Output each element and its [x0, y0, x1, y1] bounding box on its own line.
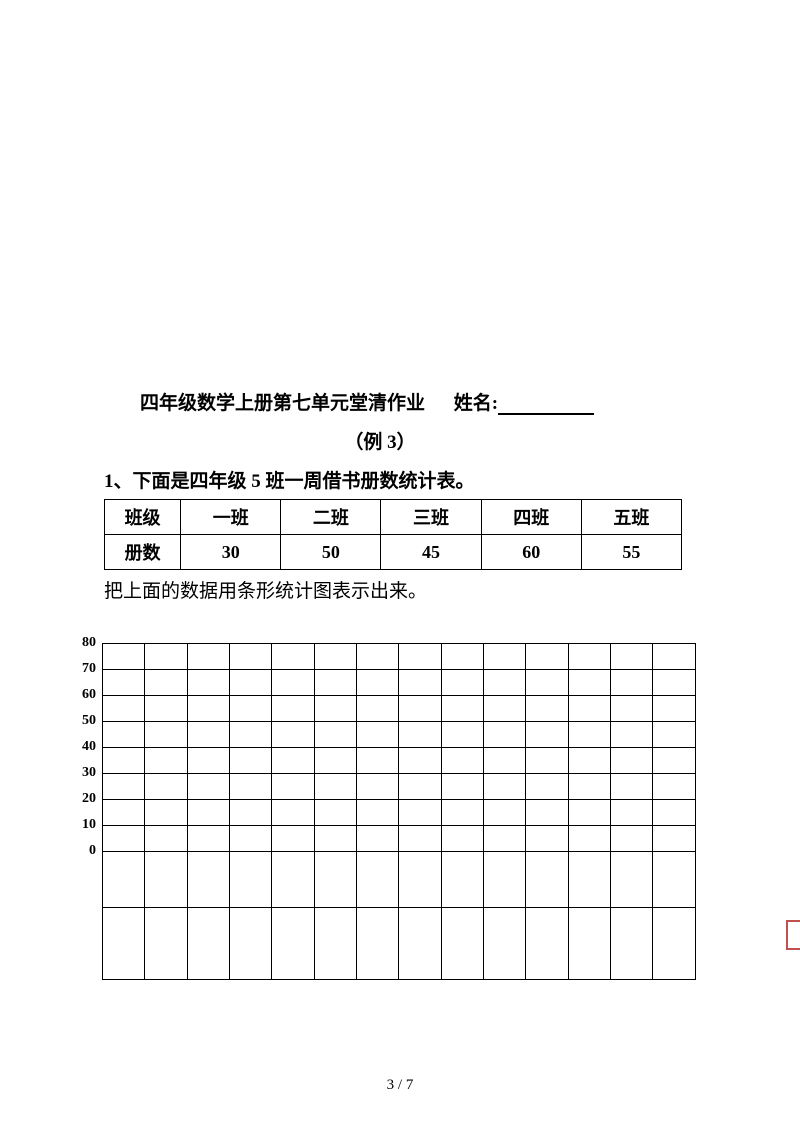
header-row-label: 班级	[105, 500, 181, 535]
grid-row	[103, 696, 696, 722]
table-data-cell: 45	[381, 535, 481, 570]
grid-row	[103, 826, 696, 852]
y-label: 20	[66, 790, 96, 816]
data-table: 班级 一班 二班 三班 四班 五班 册数 30 50 45 60 55	[104, 499, 682, 570]
table-data-row: 册数 30 50 45 60 55	[105, 535, 682, 570]
table-header-cell: 一班	[181, 500, 281, 535]
page-number: 3 / 7	[0, 1077, 800, 1094]
instruction: 把上面的数据用条形统计图表示出来。	[104, 576, 696, 603]
question-number: 1、	[104, 471, 133, 492]
grid-row	[103, 800, 696, 826]
y-label: 10	[66, 816, 96, 842]
table-data-cell: 60	[481, 535, 581, 570]
y-label: 70	[66, 660, 96, 686]
grid-row	[103, 644, 696, 670]
question-1: 1、下面是四年级 5 班一周借书册数统计表。	[104, 466, 696, 493]
name-label: 姓名:	[454, 393, 498, 414]
table-header-cell: 四班	[481, 500, 581, 535]
table-header-cell: 五班	[581, 500, 681, 535]
y-label: 80	[66, 634, 96, 660]
question-text: 下面是四年级 5 班一周借书册数统计表。	[133, 471, 475, 492]
grid-row	[103, 852, 696, 908]
y-label: 0	[66, 842, 96, 868]
table-header-cell: 二班	[281, 500, 381, 535]
y-label: 30	[66, 764, 96, 790]
chart-y-axis-labels: 80 70 60 50 40 30 20 10 0	[66, 634, 96, 868]
grid-row	[103, 722, 696, 748]
table-data-cell: 30	[181, 535, 281, 570]
table-data-cell: 55	[581, 535, 681, 570]
grid-row	[103, 748, 696, 774]
data-row-label: 册数	[105, 535, 181, 570]
table-header-cell: 三班	[381, 500, 481, 535]
y-label: 40	[66, 738, 96, 764]
worksheet-title: 四年级数学上册第七单元堂清作业 姓名:	[140, 388, 696, 415]
grid-row	[103, 670, 696, 696]
table-data-cell: 50	[281, 535, 381, 570]
y-label: 50	[66, 712, 96, 738]
red-mark-icon	[786, 920, 800, 950]
grid-row	[103, 908, 696, 980]
subtitle: （例 3）	[64, 427, 696, 454]
chart-grid-table	[102, 643, 696, 980]
table-header-row: 班级 一班 二班 三班 四班 五班	[105, 500, 682, 535]
y-label: 60	[66, 686, 96, 712]
name-blank[interactable]	[498, 413, 594, 415]
title-text: 四年级数学上册第七单元堂清作业	[140, 393, 425, 414]
bar-chart-grid: 80 70 60 50 40 30 20 10 0	[104, 643, 696, 980]
grid-row	[103, 774, 696, 800]
